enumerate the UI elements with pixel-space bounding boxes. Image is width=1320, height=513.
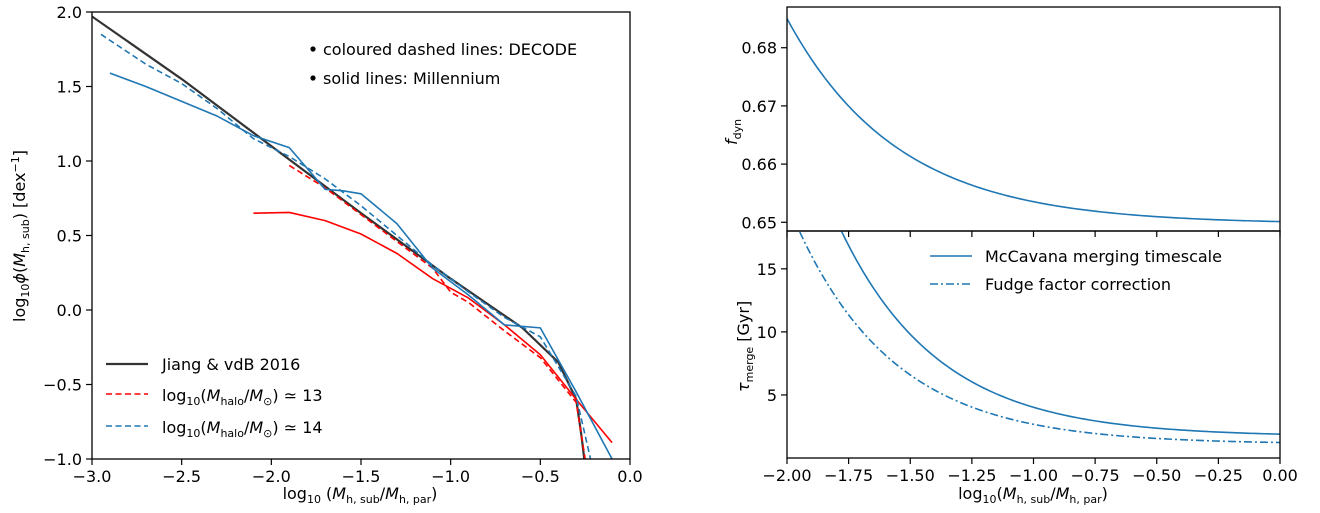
annotation-bullet [310, 75, 316, 81]
y-tick-label: −1.0 [43, 450, 82, 469]
y-tick-label: 0.67 [741, 97, 777, 116]
x-tick-label: −1.0 [431, 467, 470, 486]
fdyn-plot-lines [787, 18, 1280, 223]
x-tick-label: −1.50 [886, 466, 935, 485]
y-tick-label: 0.0 [57, 301, 82, 320]
right-legend: McCavana merging timescale Fudge factor … [930, 247, 1222, 294]
y-tick-label: 1.0 [57, 152, 82, 171]
fdyn-y-axis-label: fdyn [722, 119, 744, 145]
legend-label-halo-14: log10(Mhalo/M⊙) ≃ 14 [162, 418, 323, 440]
x-tick-label: −1.25 [947, 466, 996, 485]
top-right-panel: 0.65 0.66 0.67 0.68 fdyn [722, 6, 1281, 237]
x-tick-label: −1.5 [342, 467, 381, 486]
x-tick-label: −0.5 [521, 467, 560, 486]
y-tick-label: 0.68 [741, 39, 777, 58]
x-tick-label: −1.75 [824, 466, 873, 485]
y-tick-label: 0.5 [57, 227, 82, 246]
left-y-ticks: −1.0 −0.5 0.0 0.5 1.0 1.5 2.0 [43, 3, 92, 469]
x-tick-label: −0.25 [1194, 466, 1243, 485]
legend-label-fudge: Fudge factor correction [985, 275, 1171, 294]
x-tick-label: −0.75 [1071, 466, 1120, 485]
tmerge-y-ticks: 5 10 15 [757, 260, 787, 405]
legend-label-halo-13: log10(Mhalo/M⊙) ≃ 13 [162, 386, 323, 408]
series-line-1 [798, 231, 1280, 444]
fdyn-x-ticks [786, 231, 1281, 237]
tmerge-plot-lines [798, 231, 1280, 444]
series-line-4 [100, 33, 592, 459]
series-line-0 [787, 18, 1280, 223]
y-tick-label: 2.0 [57, 3, 82, 22]
x-tick-label: −2.00 [762, 466, 811, 485]
left-y-axis-label: log10ϕ(Mh, sub) [dex−1] [9, 150, 32, 322]
left-legend: Jiang & vdB 2016 log10(Mhalo/M⊙) ≃ 13 lo… [106, 355, 323, 440]
y-tick-label: 1.5 [57, 78, 82, 97]
legend-label-jiang: Jiang & vdB 2016 [161, 355, 300, 374]
annotation-millennium: solid lines: Millennium [323, 69, 500, 88]
tmerge-x-axis-label: log10(Mh, sub/Mh, par) [958, 484, 1108, 506]
x-tick-label: −0.50 [1132, 466, 1181, 485]
x-tick-label: 0.0 [617, 467, 642, 486]
x-tick-label: 0.00 [1262, 466, 1298, 485]
y-tick-label: 0.65 [741, 213, 777, 232]
tmerge-y-axis-label: τmerge [Gyr] [734, 301, 756, 392]
y-tick-label: 10 [757, 323, 777, 342]
left-panel: −3.0 −2.5 −2.0 −1.5 −1.0 −0.5 0.0 −1.0 −0.5 0.0 0… [9, 3, 643, 506]
y-tick-label: −0.5 [43, 376, 82, 395]
annotation-decode: coloured dashed lines: DECODE [323, 40, 577, 59]
series-line-2 [288, 164, 586, 459]
x-tick-label: −2.5 [162, 467, 201, 486]
y-tick-label: 0.66 [741, 155, 777, 174]
series-line-0 [840, 231, 1280, 435]
fdyn-y-ticks: 0.65 0.66 0.67 0.68 [741, 39, 787, 232]
left-x-axis-label: log10 (Mh, sub/Mh, par) [283, 484, 438, 506]
left-x-ticks: −3.0 −2.5 −2.0 −1.5 −1.0 −0.5 0.0 [73, 459, 643, 486]
series-line-1 [253, 211, 613, 444]
tmerge-x-ticks: −2.00 −1.75 −1.50 −1.25 −1.00 −0.75 −0.50 −0.25… [762, 458, 1298, 485]
x-tick-label: −3.0 [73, 467, 112, 486]
y-tick-label: 5 [767, 386, 777, 405]
left-plot-lines [92, 15, 613, 459]
x-tick-label: −2.0 [252, 467, 291, 486]
y-tick-label: 15 [757, 260, 777, 279]
annotation-bullet [310, 46, 316, 52]
x-tick-label: −1.00 [1009, 466, 1058, 485]
legend-label-mccavana: McCavana merging timescale [985, 247, 1222, 266]
bottom-right-panel: −2.00 −1.75 −1.50 −1.25 −1.00 −0.75 −0.50 −0.25… [734, 230, 1298, 506]
